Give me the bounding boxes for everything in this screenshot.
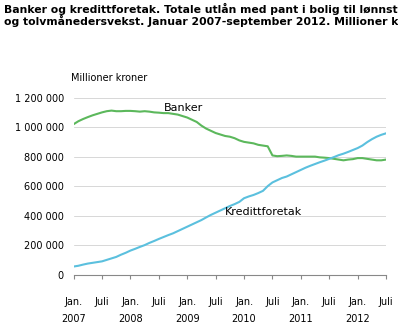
Text: 2008: 2008 xyxy=(118,315,143,324)
Text: Juli: Juli xyxy=(322,297,337,307)
Text: Juli: Juli xyxy=(152,297,166,307)
Text: Banker: Banker xyxy=(164,103,203,113)
Text: Juli: Juli xyxy=(208,297,223,307)
Text: 2010: 2010 xyxy=(232,315,256,324)
Text: Banker og kredittforetak. Totale utlån med pant i bolig til lønnstakere: Banker og kredittforetak. Totale utlån m… xyxy=(4,3,398,15)
Text: Kredittforetak: Kredittforetak xyxy=(225,207,302,217)
Text: 2012: 2012 xyxy=(345,315,370,324)
Text: Juli: Juli xyxy=(95,297,109,307)
Text: Jan.: Jan. xyxy=(349,297,367,307)
Text: Jan.: Jan. xyxy=(64,297,83,307)
Text: og tolvmånedersvekst. Januar 2007-september 2012. Millioner kroner: og tolvmånedersvekst. Januar 2007-septem… xyxy=(4,15,398,27)
Text: Jan.: Jan. xyxy=(235,297,253,307)
Text: Jan.: Jan. xyxy=(292,297,310,307)
Text: 2009: 2009 xyxy=(175,315,199,324)
Text: Millioner kroner: Millioner kroner xyxy=(70,73,147,83)
Text: Jan.: Jan. xyxy=(121,297,139,307)
Text: Juli: Juli xyxy=(265,297,280,307)
Text: Jan.: Jan. xyxy=(178,297,196,307)
Text: 2007: 2007 xyxy=(61,315,86,324)
Text: 2011: 2011 xyxy=(289,315,313,324)
Text: Juli: Juli xyxy=(379,297,393,307)
